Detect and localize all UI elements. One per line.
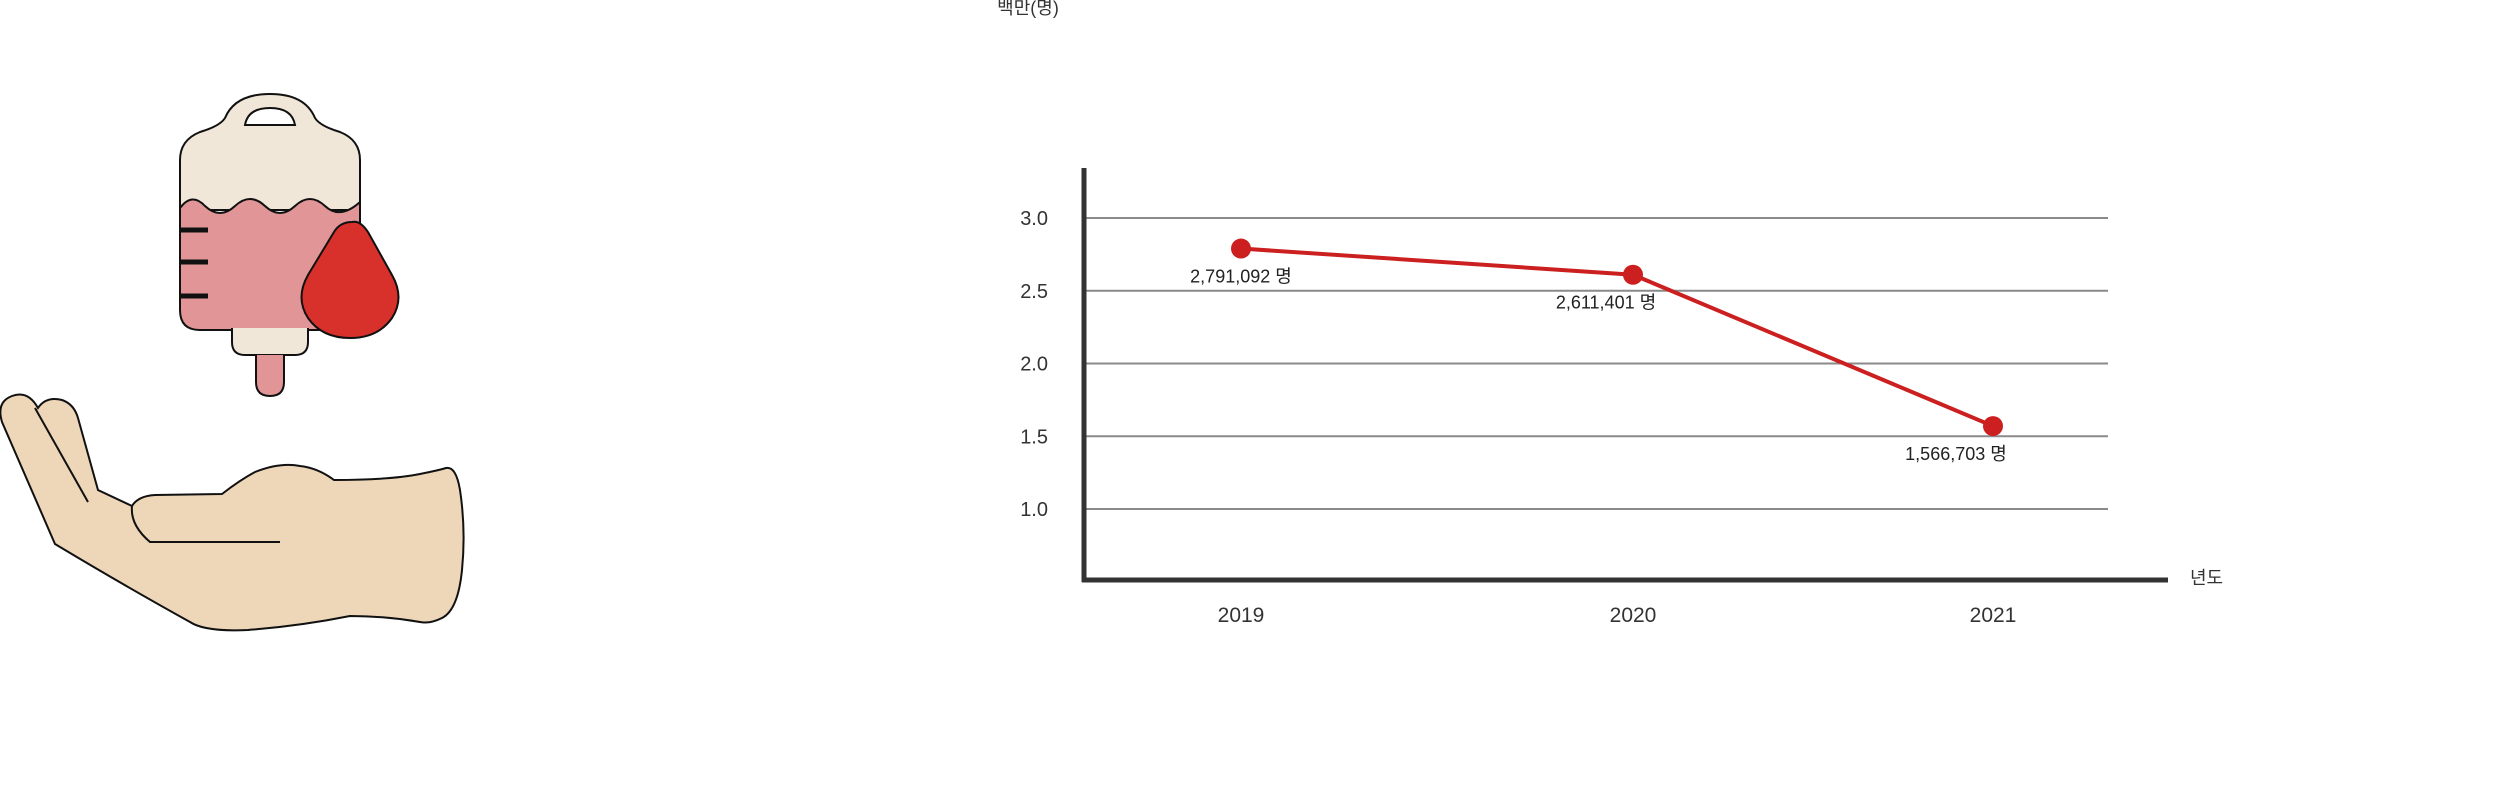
y-tick-label: 2.5 (1020, 281, 1048, 303)
gridlines (1084, 217, 2108, 510)
bag-handle-icon (243, 106, 297, 126)
blood-drop-icon (300, 220, 400, 340)
bag-tube (255, 355, 285, 398)
hand-shape (0, 393, 465, 632)
series-line (1240, 246, 1994, 428)
y-tick-label: 3.0 (1020, 208, 1048, 230)
x-tick-label: 2019 (1218, 604, 1265, 627)
hand-thumb-line (34, 407, 89, 503)
blood-bag-top (179, 92, 361, 211)
y-tick-label: 1.5 (1020, 426, 1048, 448)
blood-donation-illustration (0, 92, 465, 632)
data-point (1231, 238, 1251, 259)
data-label: 2,791,092 명 (1190, 267, 1292, 287)
hand-finger-line (130, 505, 280, 543)
y-tick-label: 1.0 (1020, 499, 1048, 521)
open-hand-icon (0, 393, 465, 632)
y-tick-labels: 3.0 2.5 2.0 1.5 1.0 (1020, 208, 1048, 521)
x-axis-title: 년도 (2190, 568, 2223, 588)
x-tick-label: 2021 (1970, 604, 2017, 627)
data-point (1983, 416, 2003, 437)
blood-bag-icon (179, 92, 361, 398)
data-series: 2,791,092 명 2,611,401 명 1,566,703 명 (1190, 238, 2007, 464)
y-axis-title: 백만(명) (997, 0, 1059, 18)
y-tick-label: 2.0 (1020, 354, 1048, 376)
x-tick-labels: 2019 2020 2021 (1218, 604, 2017, 627)
data-label: 1,566,703 명 (1905, 444, 2007, 464)
x-tick-label: 2020 (1610, 604, 1657, 627)
data-point (1623, 264, 1643, 285)
data-label: 2,611,401 명 (1556, 293, 1656, 313)
